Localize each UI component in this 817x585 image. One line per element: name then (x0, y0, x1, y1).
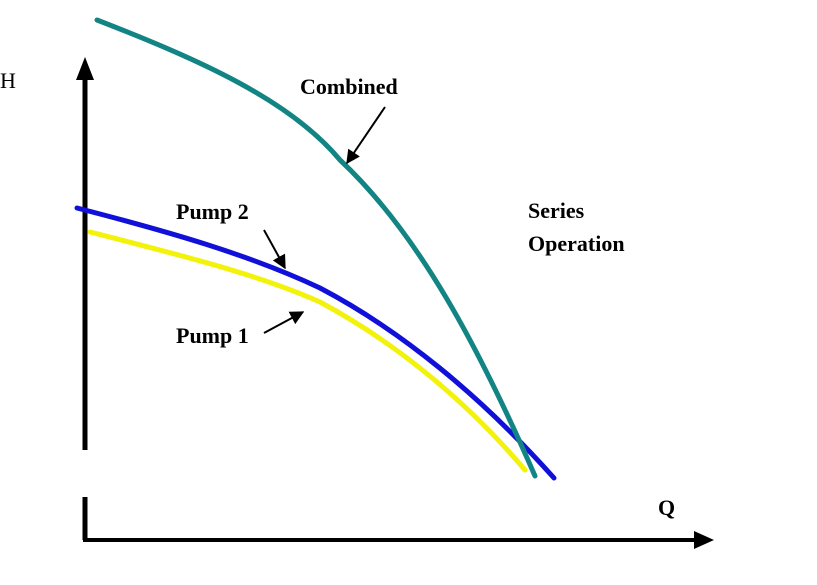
series-operation-line2: Operation (528, 231, 625, 256)
q-axis-arrowhead (694, 531, 714, 549)
combined-curve (94, 17, 538, 479)
pump1-label: Pump 1 (176, 323, 249, 348)
pump1-curve (87, 229, 528, 473)
pump1-pointer-arrow (263, 311, 305, 334)
pump2-curve (74, 205, 557, 481)
q-axis-label: Q (658, 495, 675, 520)
combined-pointer-arrow (346, 106, 386, 165)
series-operation-line1: Series (528, 198, 585, 223)
pump2-pointer-arrow (263, 229, 286, 270)
pump2-label: Pump 2 (176, 199, 249, 224)
h-axis-arrowhead (76, 57, 94, 80)
combined-label: Combined (300, 74, 398, 99)
h-axis-label: H (0, 68, 16, 93)
